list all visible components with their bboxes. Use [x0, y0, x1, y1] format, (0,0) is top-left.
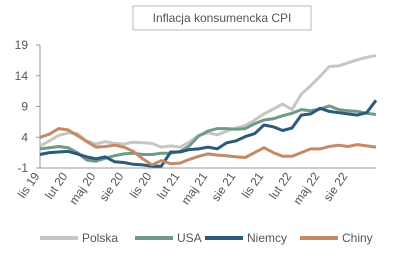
x-tick-label: sie 22 — [321, 169, 351, 204]
series-line — [39, 127, 377, 167]
series-line — [39, 99, 378, 168]
y-tick-label: 14 — [15, 69, 29, 83]
x-tick-label: maj 22 — [290, 169, 322, 207]
x-tick-label: sie 21 — [209, 169, 239, 204]
legend-label: USA — [177, 231, 202, 245]
x-tick-label: maj 21 — [178, 169, 210, 207]
x-tick-label: lut 21 — [154, 169, 182, 201]
x-tick-label: lut 20 — [42, 169, 70, 201]
title-box — [132, 5, 312, 31]
legend-label: Polska — [82, 231, 118, 245]
x-tick-label: lis 20 — [127, 169, 155, 200]
x-tick-label: lis 21 — [239, 169, 267, 200]
y-tick-label: -1 — [17, 161, 28, 175]
x-tick-label: lut 22 — [266, 169, 294, 201]
y-tick-label: 4 — [21, 130, 28, 144]
legend-label: Niemcy — [247, 231, 287, 245]
x-tick-label: maj 20 — [66, 169, 98, 207]
x-tick-label: sie 20 — [97, 169, 127, 204]
y-tick-label: 9 — [21, 100, 28, 114]
legend-label: Chiny — [342, 231, 373, 245]
chart-title: Inflacja konsumencka CPI — [153, 11, 292, 25]
y-tick-label: 19 — [15, 38, 29, 52]
series-line — [39, 54, 377, 149]
